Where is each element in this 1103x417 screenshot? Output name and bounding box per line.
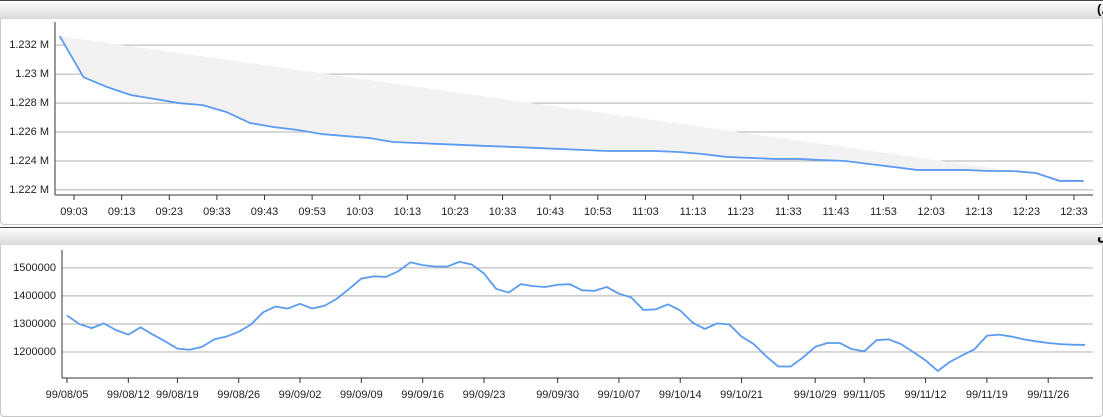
x-tick-label: 12:03 — [917, 206, 945, 218]
x-tick-label: 11:13 — [680, 206, 707, 218]
x-tick-label: 10:03 — [346, 206, 374, 218]
x-tick-label: 09:13 — [108, 206, 136, 218]
chart-title: نمودار شاخص — [1097, 227, 1103, 242]
x-tick-label: 99/09/23 — [463, 389, 506, 401]
x-tick-label: 11:33 — [775, 206, 802, 218]
x-tick-label: 12:13 — [965, 206, 993, 218]
x-tick-label: 10:23 — [441, 206, 469, 218]
x-tick-label: 99/09/16 — [401, 389, 444, 401]
y-tick-label: 1300000 — [13, 318, 56, 330]
x-tick-label: 99/10/29 — [794, 389, 837, 401]
x-tick-label: 09:53 — [298, 206, 326, 218]
y-tick-label: 1500000 — [13, 262, 56, 274]
panel-header — [0, 0, 1103, 19]
shade-area — [59, 36, 1084, 181]
x-tick-label: 99/08/12 — [107, 389, 150, 401]
x-tick-label: 11:53 — [870, 206, 897, 218]
x-tick-label: 10:43 — [536, 206, 564, 218]
y-tick-label: 1.232 M — [9, 39, 49, 51]
x-tick-label: 99/08/26 — [217, 389, 260, 401]
x-tick-label: 99/11/12 — [905, 389, 947, 401]
x-tick-label: 09:03 — [60, 206, 88, 218]
x-tick-label: 12:33 — [1060, 206, 1088, 218]
x-tick-label: 99/08/05 — [46, 389, 89, 401]
chart-title: شاخص کل (آخرین روز معاملاتی) — [1097, 0, 1103, 16]
series-line — [58, 35, 1084, 182]
x-tick-label: 09:23 — [156, 206, 184, 218]
x-tick-label: 99/08/19 — [156, 389, 199, 401]
x-tick-label: 99/10/14 — [659, 389, 702, 401]
x-tick-label: 99/10/07 — [598, 389, 641, 401]
panel-header — [0, 227, 1103, 245]
x-tick-label: 99/09/30 — [536, 389, 579, 401]
x-tick-label: 11:43 — [823, 206, 850, 218]
x-tick-label: 09:43 — [251, 206, 279, 218]
x-tick-label: 10:33 — [489, 206, 517, 218]
y-tick-label: 1.222 M — [9, 184, 49, 196]
y-tick-label: 1.226 M — [9, 126, 49, 138]
y-tick-label: 1.23 M — [15, 68, 49, 80]
x-tick-label: 99/10/21 — [720, 389, 763, 401]
x-tick-label: 99/11/05 — [843, 389, 885, 401]
x-tick-label: 10:53 — [584, 206, 612, 218]
x-tick-label: 10:13 — [394, 206, 422, 218]
x-tick-label: 11:03 — [632, 206, 659, 218]
x-tick-label: 99/11/26 — [1027, 389, 1069, 401]
x-tick-label: 11:23 — [727, 206, 754, 218]
y-tick-label: 1400000 — [13, 290, 56, 302]
series-line — [66, 260, 1086, 372]
x-tick-label: 12:23 — [1013, 206, 1041, 218]
x-tick-label: 99/11/19 — [966, 389, 1008, 401]
y-tick-label: 1200000 — [13, 346, 56, 358]
x-tick-label: 99/09/09 — [340, 389, 383, 401]
x-tick-label: 09:33 — [203, 206, 231, 218]
x-tick-label: 99/09/02 — [279, 389, 322, 401]
y-tick-label: 1.224 M — [9, 155, 49, 167]
y-tick-label: 1.228 M — [9, 97, 49, 109]
